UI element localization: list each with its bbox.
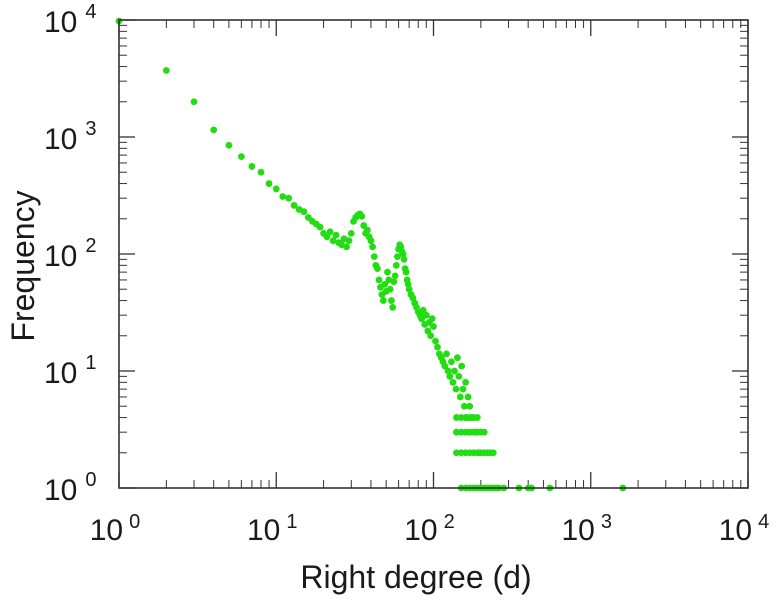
- data-point: [430, 323, 437, 330]
- data-point: [300, 208, 308, 216]
- data-point: [248, 163, 256, 170]
- data-point: [444, 367, 452, 375]
- x-axis-label: Right degree (d): [300, 559, 531, 595]
- data-point: [480, 428, 488, 436]
- data-point: [367, 237, 375, 245]
- data-point: [323, 233, 331, 241]
- data-point: [489, 449, 497, 457]
- data-point: [364, 226, 371, 234]
- data-point: [399, 250, 407, 258]
- data-point: [285, 194, 293, 202]
- data-point: [427, 332, 435, 340]
- data-point: [392, 261, 400, 269]
- data-point: [272, 185, 280, 193]
- data-point: [402, 268, 410, 276]
- data-point: [466, 402, 474, 410]
- data-point: [329, 237, 337, 245]
- data-point: [394, 253, 401, 261]
- data-point: [386, 285, 394, 293]
- data-point: [162, 67, 170, 74]
- data-point: [456, 393, 464, 401]
- data-point: [448, 358, 455, 366]
- plot-frame: [118, 19, 749, 489]
- data-point: [443, 350, 450, 358]
- data-point: [455, 372, 463, 380]
- data-point: [441, 362, 449, 370]
- data-point: [466, 428, 474, 436]
- data-point: [462, 378, 469, 386]
- data-point: [384, 268, 391, 276]
- data-point: [347, 229, 355, 237]
- data-point: [326, 228, 334, 236]
- data-point: [473, 414, 481, 421]
- data-point: [375, 276, 383, 284]
- data-point: [343, 243, 350, 251]
- data-point: [449, 378, 457, 386]
- x-tick-label: 10 0: [90, 511, 141, 547]
- data-point: [358, 212, 366, 220]
- y-tick-label: 10 4: [44, 1, 97, 39]
- data-point: [451, 367, 458, 375]
- x-tick-label: 10 4: [719, 511, 770, 547]
- data-point: [374, 265, 381, 273]
- data-point: [391, 272, 399, 280]
- data-point: [418, 315, 425, 323]
- data-point: [459, 385, 467, 393]
- data-point: [419, 306, 427, 314]
- data-point: [446, 372, 454, 380]
- data-point: [265, 180, 273, 187]
- data-point: [454, 354, 461, 362]
- data-point: [452, 385, 460, 393]
- data-point: [390, 278, 398, 286]
- data-points: [115, 17, 627, 492]
- data-point: [225, 141, 233, 149]
- data-point: [434, 343, 441, 351]
- minor-ticks: [119, 20, 748, 488]
- x-tick-labels: 10 0 10 1 10 2 10 3 10 4: [90, 511, 770, 547]
- y-tick-label: 10 3: [44, 118, 97, 156]
- y-tick-label: 10 2: [44, 235, 97, 273]
- data-point: [332, 231, 340, 239]
- data-point: [464, 393, 472, 401]
- data-point: [453, 414, 460, 421]
- data-point: [388, 297, 395, 304]
- x-tick-label: 10 3: [562, 511, 613, 547]
- data-point: [400, 255, 408, 263]
- data-point: [453, 428, 460, 436]
- data-point: [381, 280, 389, 288]
- data-point: [453, 449, 460, 457]
- data-point: [290, 202, 298, 209]
- data-point: [460, 402, 468, 410]
- y-axis-label: Frequency: [5, 190, 41, 341]
- data-point: [432, 337, 439, 345]
- data-point: [369, 243, 377, 251]
- y-tick-label: 10 1: [44, 352, 97, 390]
- y-tick-label: 10 0: [44, 469, 97, 507]
- data-point: [257, 168, 265, 176]
- data-point: [428, 315, 436, 323]
- data-point: [210, 126, 218, 134]
- data-point: [379, 297, 387, 304]
- data-point: [237, 153, 245, 160]
- data-point: [316, 223, 324, 231]
- data-point: [360, 222, 368, 229]
- x-tick-label: 10 1: [247, 511, 298, 547]
- major-ticks: [118, 19, 749, 489]
- x-tick-label: 10 2: [404, 511, 455, 547]
- data-point: [422, 311, 430, 319]
- data-point: [190, 98, 198, 106]
- data-point: [405, 285, 413, 293]
- data-point: [458, 362, 466, 370]
- data-point: [389, 303, 397, 311]
- data-point: [470, 449, 478, 457]
- data-point: [345, 237, 353, 245]
- data-point: [370, 253, 378, 261]
- data-point: [279, 193, 287, 200]
